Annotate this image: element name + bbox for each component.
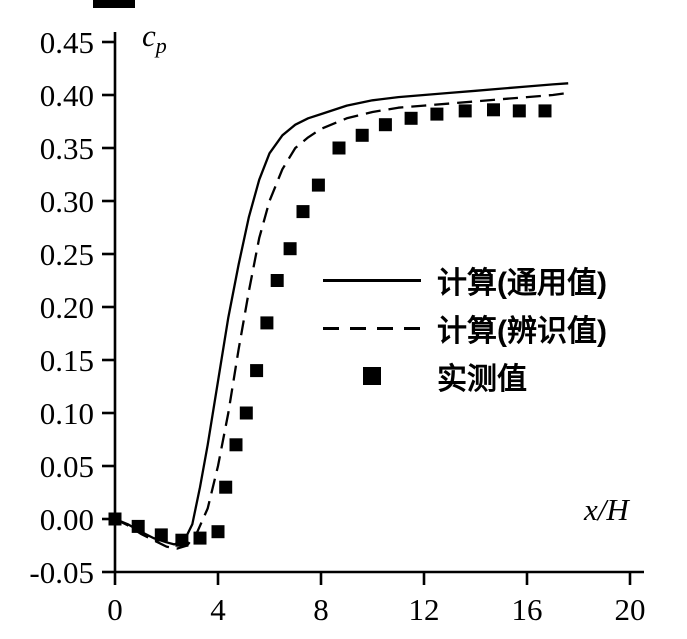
y-tick-label: 0.45	[40, 25, 94, 60]
y-axis-title: cp	[142, 18, 167, 59]
measured-point	[311, 178, 325, 192]
scan-artifact	[93, 0, 135, 8]
series-line-dashed	[114, 91, 569, 550]
measured-point	[239, 406, 253, 420]
measured-point	[175, 533, 189, 547]
x-tick-label: 20	[615, 592, 646, 627]
y-tick-label: 0.10	[40, 396, 94, 431]
measured-point	[458, 104, 472, 118]
measured-point	[355, 128, 369, 142]
y-axis-title-sub: p	[155, 33, 167, 59]
legend-sample-dashed	[323, 326, 421, 330]
measured-point	[487, 103, 500, 117]
measured-point	[270, 274, 284, 287]
x-tick-label: 8	[313, 592, 329, 627]
legend-item-computed-identified: 计算(辨识值)	[323, 304, 607, 352]
solid-line-sample	[323, 278, 421, 282]
x-tick-label: 16	[512, 592, 543, 627]
measured-point	[131, 519, 145, 533]
measured-point	[538, 104, 552, 118]
measured-point	[250, 364, 264, 378]
series-scatter-measured	[108, 103, 552, 547]
series-line-solid	[114, 82, 569, 546]
measured-point	[332, 141, 346, 155]
y-tick-label: 0.25	[40, 237, 94, 272]
y-tick-label: 0.05	[40, 449, 94, 484]
measured-point	[211, 525, 225, 539]
measured-point	[193, 531, 207, 545]
legend-label-computed-identified: 计算(辨识值)	[437, 315, 607, 348]
measured-point	[154, 528, 168, 542]
legend-label-computed-general: 计算(通用值)	[437, 267, 607, 300]
legend-item-measured: 实测值	[323, 352, 607, 400]
y-axis-title-main: c	[142, 18, 156, 53]
y-tick-label: 0.20	[40, 290, 94, 325]
axes	[102, 32, 644, 585]
tick-labels: -0.05 0.00 0.05 0.10 0.15 0.20 0.25 0.30 0.35 0.4…	[29, 25, 645, 627]
measured-point	[229, 438, 243, 452]
chart-legend: 计算(通用值) 计算(辨识值) 实测值	[323, 256, 607, 400]
legend-label-measured: 实测值	[437, 363, 527, 396]
y-tick-label: -0.05	[29, 555, 94, 590]
measured-point	[296, 205, 310, 219]
dashed-line-sample	[323, 326, 421, 330]
measured-point	[283, 242, 297, 256]
y-tick-label: 0.00	[40, 502, 94, 537]
y-tick-label: 0.30	[40, 184, 94, 219]
x-tick-label: 4	[210, 592, 226, 627]
measured-point	[430, 107, 444, 121]
y-tick-label: 0.15	[40, 343, 94, 378]
measured-point	[260, 316, 274, 330]
x-tick-label: 0	[107, 592, 123, 627]
measured-point	[219, 480, 233, 494]
measured-point	[108, 512, 122, 526]
measured-point	[512, 104, 526, 118]
measured-point	[404, 111, 418, 125]
measured-point	[378, 118, 392, 132]
x-axis-title: x/H	[584, 492, 629, 527]
legend-sample-square	[323, 367, 421, 385]
y-tick-label: 0.40	[40, 78, 94, 113]
legend-item-computed-general: 计算(通用值)	[323, 256, 607, 304]
legend-sample-solid	[323, 278, 421, 282]
x-tick-label: 12	[409, 592, 440, 627]
square-marker-sample	[363, 367, 381, 385]
y-tick-label: 0.35	[40, 131, 94, 166]
